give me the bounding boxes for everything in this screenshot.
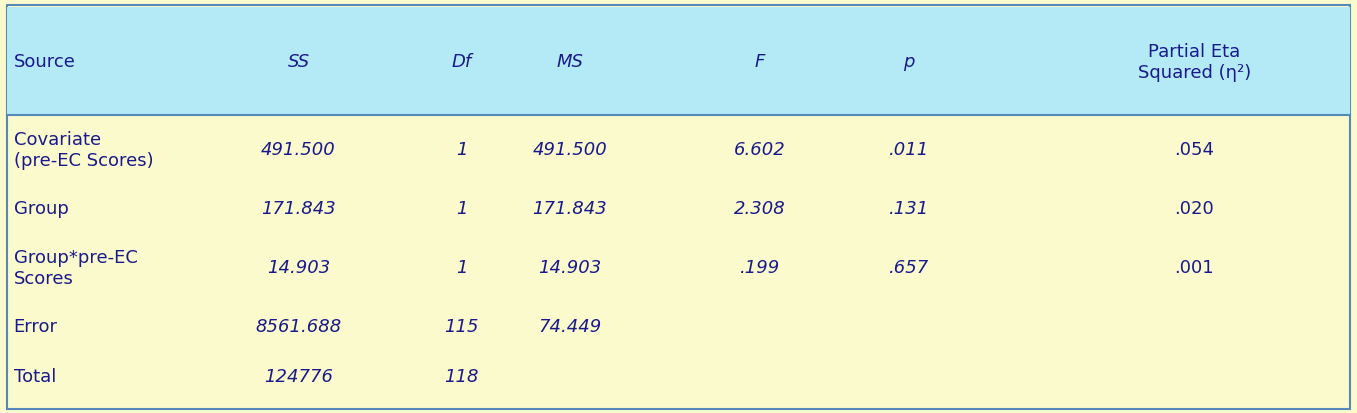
Text: SS: SS <box>288 53 309 71</box>
Text: 1: 1 <box>456 141 467 159</box>
Text: 8561.688: 8561.688 <box>255 318 342 335</box>
Text: .001: .001 <box>1174 259 1215 277</box>
Text: 6.602: 6.602 <box>734 141 786 159</box>
Text: Group*pre-EC
Scores: Group*pre-EC Scores <box>14 248 137 287</box>
Text: 14.903: 14.903 <box>267 259 330 277</box>
Text: Df: Df <box>452 53 471 71</box>
Text: 171.843: 171.843 <box>261 200 337 218</box>
Text: .131: .131 <box>889 200 930 218</box>
Text: 491.500: 491.500 <box>532 141 608 159</box>
Text: Covariate
(pre-EC Scores): Covariate (pre-EC Scores) <box>14 131 153 169</box>
FancyBboxPatch shape <box>7 8 1350 116</box>
Text: Source: Source <box>14 53 76 71</box>
Text: 2.308: 2.308 <box>734 200 786 218</box>
Text: 118: 118 <box>444 367 479 385</box>
Text: Error: Error <box>14 318 57 335</box>
Text: p: p <box>904 53 915 71</box>
Text: .011: .011 <box>889 141 930 159</box>
Text: Total: Total <box>14 367 56 385</box>
Text: 491.500: 491.500 <box>261 141 337 159</box>
Text: 14.903: 14.903 <box>539 259 601 277</box>
Text: .199: .199 <box>740 259 780 277</box>
Text: .054: .054 <box>1174 141 1215 159</box>
Text: 1: 1 <box>456 200 467 218</box>
Text: F: F <box>754 53 765 71</box>
Text: 115: 115 <box>444 318 479 335</box>
Text: .657: .657 <box>889 259 930 277</box>
Text: .020: .020 <box>1174 200 1215 218</box>
Text: 74.449: 74.449 <box>539 318 601 335</box>
Text: MS: MS <box>556 53 584 71</box>
Text: 171.843: 171.843 <box>532 200 608 218</box>
Text: 124776: 124776 <box>265 367 332 385</box>
Text: 1: 1 <box>456 259 467 277</box>
FancyBboxPatch shape <box>7 6 1350 409</box>
Text: Partial Eta
Squared (η²): Partial Eta Squared (η²) <box>1137 43 1251 81</box>
Text: Group: Group <box>14 200 68 218</box>
